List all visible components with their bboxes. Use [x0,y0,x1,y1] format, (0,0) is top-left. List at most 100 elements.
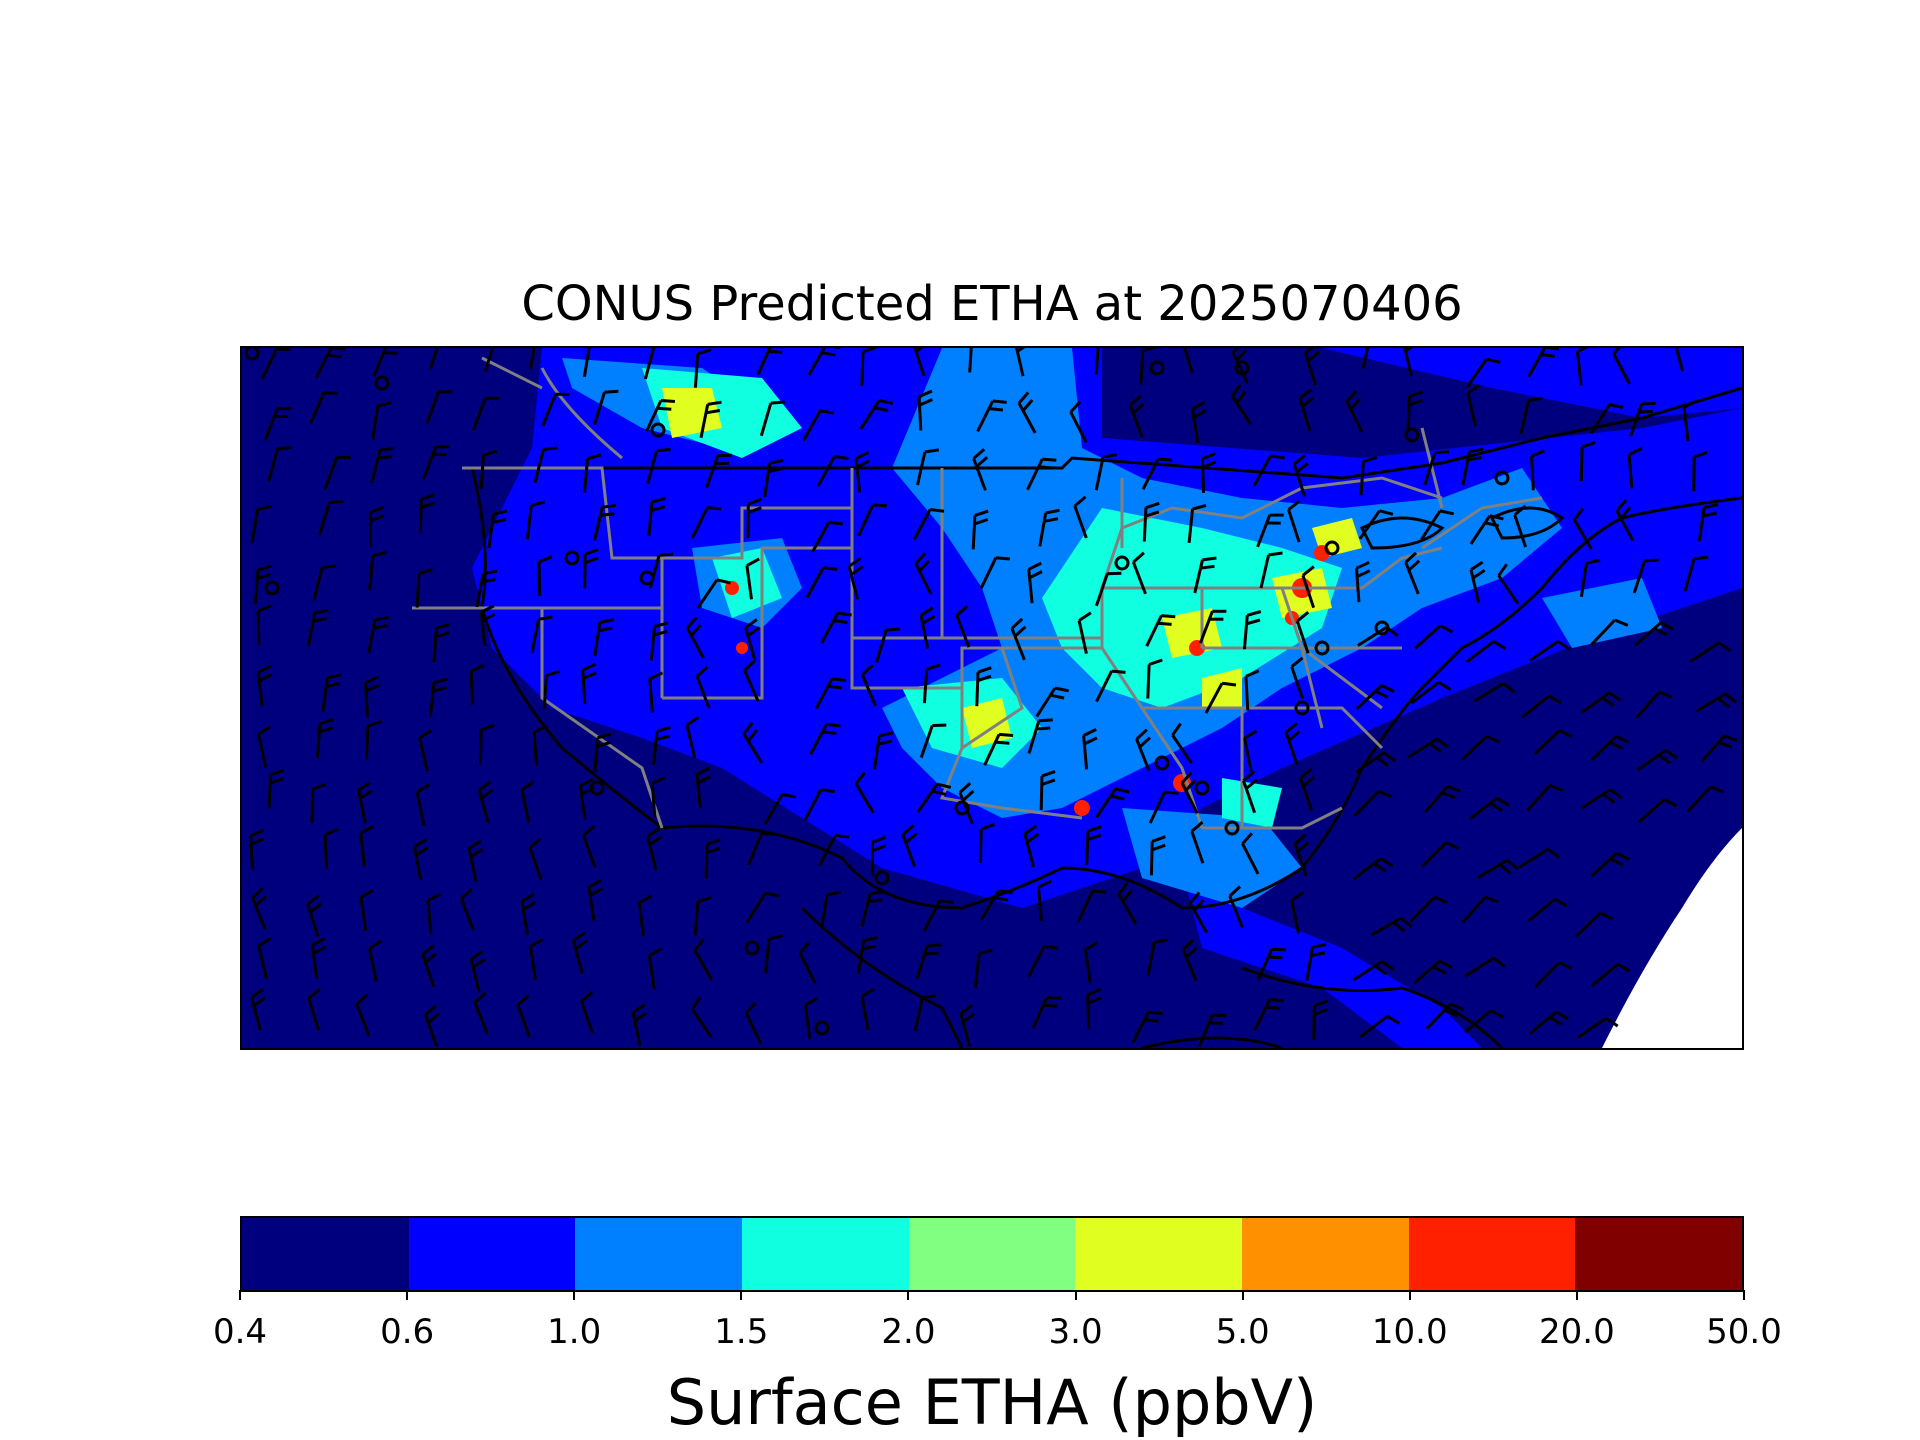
wind-barb-staff [1527,348,1547,378]
wind-barb-staff [1466,392,1477,427]
wind-barb-flag [1703,503,1719,510]
wind-barb-flag [1544,348,1560,351]
wind-barb-flag [1200,564,1215,570]
wind-barb-staff [1142,507,1148,542]
wind-barb-staff [1361,348,1370,369]
wind-barb-staff [263,408,279,441]
wind-barb-flag [831,677,847,682]
wind-barb-flag [311,937,326,947]
wind-barb-staff [811,521,831,553]
wind-barb-staff [744,627,757,661]
wind-barb-flag [918,389,933,398]
wind-barb-staff [690,506,709,539]
wind-barb-staff [306,903,320,938]
wind-barb-flag [587,453,602,461]
wind-barb-flag [656,726,671,733]
wind-barb-flag [1723,734,1738,743]
wind-barb-flag [1246,618,1261,626]
wind-barb-staff [253,569,260,605]
wind-barb-staff [854,782,875,814]
wind-barb-staff [1473,682,1505,703]
wind-barb-staff [1469,569,1481,604]
wind-barb-flag [972,448,986,460]
wind-barb-staff [520,789,531,824]
colorbar-label: Surface ETHA (ppbV) [666,1366,1318,1439]
wind-barb-flag [706,838,721,846]
wind-barb-flag [367,720,382,728]
wind-barb-flag [1392,921,1406,933]
wind-barb-flag [1489,802,1503,812]
wind-barb-flag [324,827,339,837]
wind-barb-staff [1149,841,1154,876]
wind-barb-flag [1614,618,1629,627]
wind-barb-flag [1382,751,1397,763]
wind-barb-staff [583,458,589,493]
wind-barb-staff [1528,1010,1558,1035]
wind-barb-staff [483,348,495,372]
wind-barb-flag [1138,736,1152,749]
wind-barb-flag [1241,832,1254,845]
wind-barb-flag [1171,722,1182,736]
wind-barb-flag [373,624,388,630]
wind-barb-flag [1084,941,1099,951]
wind-barb-staff [1243,737,1253,772]
wind-barb-flag [1380,684,1395,693]
wind-barb-staff [802,410,822,442]
wind-barb-staff [415,573,421,608]
wind-barb-flag [746,557,760,567]
wind-barb-flag [1026,832,1040,844]
wind-barb-flag [1301,565,1315,577]
wind-barb-flag [1184,779,1197,792]
wind-barb-flag [257,505,272,511]
wind-barb-staff [306,612,317,647]
wind-barb-flag [886,627,901,632]
wind-barb-staff [1463,1009,1492,1034]
wind-barb-flag [1407,559,1421,572]
wind-barb-staff [820,612,840,644]
tick-label: 0.6 [380,1312,435,1352]
wind-barb-flag [1718,641,1732,653]
wind-barb-flag [878,399,894,405]
wind-barb-flag [1432,965,1447,975]
wind-barb-flag [1438,959,1453,970]
wind-barb-flag [1486,357,1501,364]
wind-barb-staff [1590,618,1616,646]
wind-barb-flag [1496,796,1510,807]
wind-barb-flag [1553,897,1568,908]
wind-barb-flag [312,617,328,623]
wind-barb-flag [1245,778,1258,790]
wind-barb-staff [1073,505,1088,539]
wind-barb-staff [847,565,860,600]
wind-barb-staff [1171,734,1193,765]
wind-barb-staff [323,834,328,869]
colorbar-segment [742,1218,909,1290]
colorbar-tick: 10.0 [1330,1290,1490,1352]
wind-barb-staff [968,348,973,373]
wind-barb-flag [1287,499,1301,511]
wind-barb-flag [1486,734,1501,744]
wind-barb-flag [1041,769,1056,778]
wind-barb-flag [359,789,373,800]
wind-barb-staff [459,897,475,931]
wind-barb-staff [1529,640,1560,662]
wind-barb-flag [861,664,874,676]
wind-barb-staff [860,893,872,927]
wind-barb-flag [924,951,939,956]
wind-barb-flag [819,409,835,415]
wind-barb-flag [1628,447,1643,456]
wind-barb-staff [650,783,657,818]
wind-barb-staff [690,1008,713,1038]
wind-barb-flag [1191,400,1206,411]
wind-barb-staff [958,791,974,825]
wind-barb-staff [1117,893,1138,925]
wind-barb-flag [696,766,711,776]
wind-barb-flag [582,671,597,680]
wind-barb-flag [861,944,877,951]
wind-barb-staff [478,729,483,764]
wind-barb-staff [528,946,537,981]
wind-barb-staff [742,733,763,764]
wind-barb-flag [918,559,931,573]
wind-barb-staff [1574,911,1602,938]
wind-barb-staff [1017,402,1037,434]
wind-barb-flag [533,724,548,734]
